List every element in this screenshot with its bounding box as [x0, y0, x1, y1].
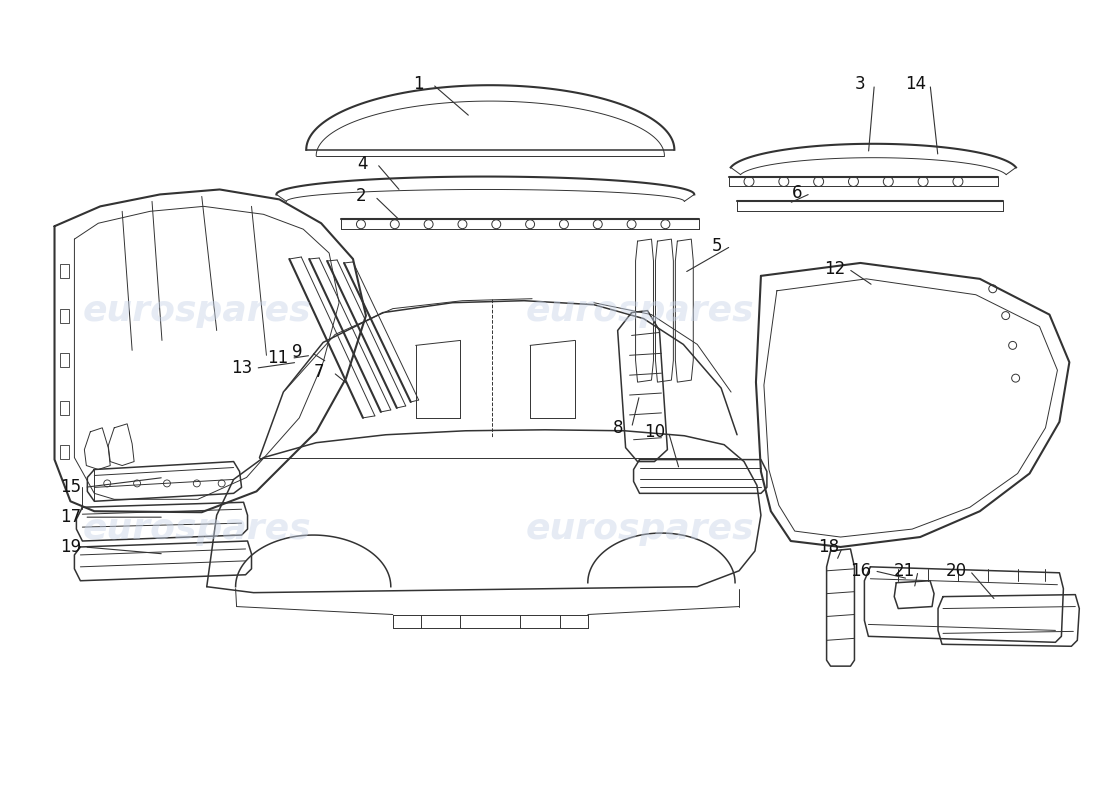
Bar — [60, 401, 69, 415]
Bar — [60, 445, 69, 458]
Text: 18: 18 — [818, 538, 839, 556]
Text: 19: 19 — [59, 538, 81, 556]
Text: 14: 14 — [905, 75, 926, 94]
Text: 17: 17 — [59, 508, 81, 526]
Text: 16: 16 — [850, 562, 871, 580]
Text: eurospares: eurospares — [82, 512, 311, 546]
Text: 4: 4 — [358, 154, 368, 173]
Text: 5: 5 — [712, 237, 723, 255]
Text: eurospares: eurospares — [525, 512, 754, 546]
Bar — [60, 309, 69, 322]
Text: 1: 1 — [414, 75, 424, 94]
Bar — [60, 354, 69, 367]
Text: 7: 7 — [314, 363, 324, 381]
Text: 11: 11 — [267, 350, 288, 367]
Text: 6: 6 — [792, 185, 802, 202]
Text: 20: 20 — [945, 562, 967, 580]
Text: 2: 2 — [355, 187, 366, 206]
Text: 10: 10 — [644, 422, 666, 441]
Text: eurospares: eurospares — [82, 294, 311, 328]
Text: 13: 13 — [231, 359, 252, 378]
Text: 21: 21 — [893, 562, 915, 580]
Text: 8: 8 — [613, 419, 623, 437]
Text: eurospares: eurospares — [525, 294, 754, 328]
Text: 12: 12 — [824, 260, 845, 278]
Text: 15: 15 — [59, 478, 81, 496]
Bar — [60, 264, 69, 278]
Text: 3: 3 — [855, 75, 866, 94]
Text: 9: 9 — [292, 343, 302, 362]
